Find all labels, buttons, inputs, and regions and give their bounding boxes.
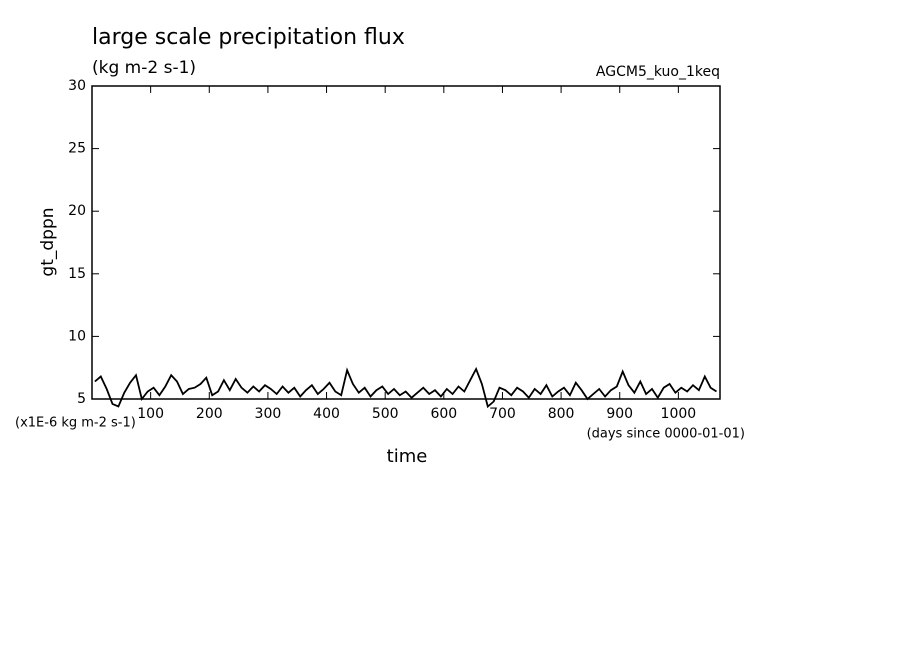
x-tick-label: 700 [489,406,516,422]
x-tick-label: 300 [255,406,282,422]
y-tick-label: 30 [68,78,86,94]
x-tick-label: 900 [606,406,633,422]
x-tick-label: 200 [196,406,223,422]
y-tick-label: 25 [68,141,86,157]
y-tick-label: 15 [68,266,86,282]
chart-subtitle: (kg m-2 s-1) [92,58,196,78]
y-axis-label: gt_dppn [38,207,58,276]
x-tick-label: 500 [372,406,399,422]
x-tick-label: 1000 [661,406,697,422]
x-axis-label: time [387,446,428,467]
y-tick-label: 10 [68,328,86,344]
x-tick-label: 800 [548,406,575,422]
chart-title: large scale precipitation flux [92,25,405,50]
annotation: AGCM5_kuo_1keq [596,64,720,80]
x-unit: (days since 0000-01-01) [587,427,745,442]
x-tick-label: 100 [137,406,164,422]
y-unit: (x1E-6 kg m-2 s-1) [15,416,136,431]
y-tick-label: 20 [68,203,86,219]
data-line [94,366,717,409]
x-tick-label: 400 [313,406,340,422]
plot-frame [91,85,721,400]
y-tick-label: 5 [77,391,86,407]
x-tick-label: 600 [430,406,457,422]
